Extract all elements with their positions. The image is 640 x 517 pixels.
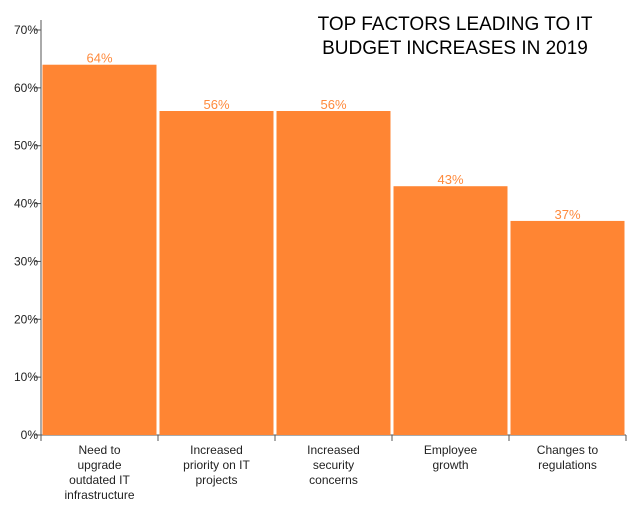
- x-tick-label: concerns: [309, 473, 358, 487]
- x-tick-label: infrastructure: [64, 488, 134, 502]
- x-tick-label: growth: [432, 458, 468, 472]
- x-tick-label: upgrade: [77, 458, 121, 472]
- y-tick-label: 50%: [14, 139, 38, 153]
- x-tick-label: Changes to: [537, 443, 599, 457]
- x-tick-label: projects: [195, 473, 237, 487]
- data-label: 56%: [203, 97, 229, 112]
- chart-title: TOP FACTORS LEADING TO IT BUDGET INCREAS…: [318, 14, 593, 59]
- data-labels: 64% 56% 56% 43% 37%: [86, 51, 580, 222]
- y-tick-label: 20%: [14, 312, 38, 326]
- bar: [510, 220, 625, 435]
- y-tick-label: 70%: [14, 23, 38, 37]
- x-tick-label: regulations: [538, 458, 597, 472]
- x-tick-label: Employee: [424, 443, 478, 457]
- y-tick-label: 40%: [14, 197, 38, 211]
- x-tick-label: outdated IT: [69, 473, 130, 487]
- bar: [276, 111, 391, 435]
- y-tick-label: 0%: [21, 428, 39, 442]
- bars: [42, 64, 625, 435]
- x-tick-label: Increased: [307, 443, 360, 457]
- x-tick-label: Increased: [190, 443, 243, 457]
- data-label: 37%: [554, 207, 580, 222]
- x-tick-label: Need to: [78, 443, 120, 457]
- x-tick-label: priority on IT: [183, 458, 250, 472]
- bar: [393, 186, 508, 435]
- y-tick-label: 60%: [14, 81, 38, 95]
- y-tick-label: 10%: [14, 370, 38, 384]
- chart-title-line-1: TOP FACTORS LEADING TO IT: [318, 14, 593, 35]
- y-tick-label: 30%: [14, 254, 38, 268]
- data-label: 43%: [437, 172, 463, 187]
- data-label: 56%: [320, 97, 346, 112]
- chart-title-line-2: BUDGET INCREASES IN 2019: [322, 38, 588, 59]
- bar: [42, 64, 157, 435]
- bar: [159, 111, 274, 435]
- data-label: 64%: [86, 51, 112, 66]
- x-tick-label: security: [313, 458, 354, 472]
